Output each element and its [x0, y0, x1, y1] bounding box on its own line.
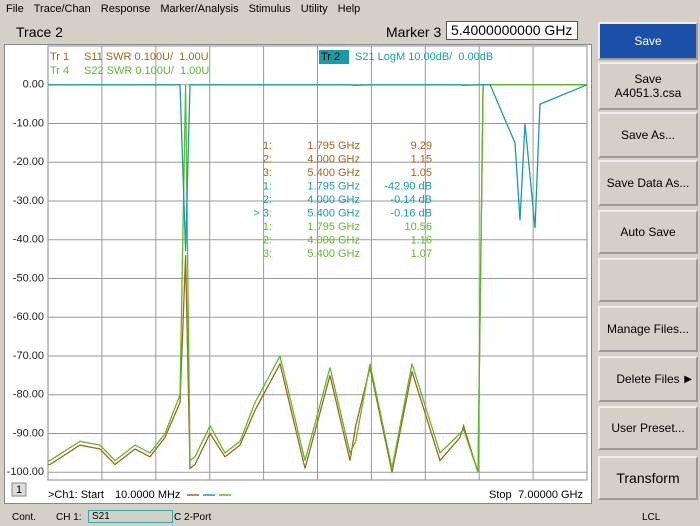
- marker-input[interactable]: 5.4000000000 GHz: [446, 21, 578, 40]
- softkey[interactable]: Save A4051.3.csa: [598, 62, 698, 110]
- status-item: S21: [88, 510, 173, 523]
- menu-bar: File Trace/Chan Response Marker/Analysis Sti…: [0, 0, 700, 18]
- status-item: LCL: [642, 512, 661, 523]
- trace-desc: S21 LogM 10.00dB/ 0.00dB: [355, 51, 493, 63]
- chart: 0.00 -10.00 -20.00 -30.00 -40.00 -50.00 -60.00…: [7, 45, 588, 501]
- channel-number: 1: [16, 484, 22, 496]
- marker-value: 1.16: [411, 234, 432, 246]
- marker-freq: 1.795 GHz: [307, 221, 360, 233]
- trace-desc: S22 SWR 0.100U/ 1.00U: [84, 65, 209, 77]
- marker-value: 10.56: [404, 221, 432, 233]
- marker-value: 1.05: [411, 167, 432, 179]
- y-tick-label: -90.00: [13, 427, 44, 439]
- softkey-label: Manage Files...: [606, 322, 690, 336]
- marker-freq: 1.795 GHz: [307, 180, 360, 192]
- marker-freq: 4.000 GHz: [307, 153, 360, 165]
- marker-freq: 4.000 GHz: [307, 194, 360, 206]
- marker-freq: 4.000 GHz: [307, 234, 360, 246]
- softkey-label: A4051.3.csa: [614, 86, 682, 100]
- softkey-label: Save: [634, 34, 662, 48]
- y-tick-label: -70.00: [13, 350, 44, 362]
- menu-item[interactable]: Trace/Chan: [33, 3, 91, 15]
- status-item: Cont.: [12, 512, 36, 523]
- start-label: >Ch1: Start: [48, 489, 104, 501]
- trace-label: Tr 1 S11 SWR 0.100U/ 1.00U: [50, 51, 209, 63]
- y-tick-label: -80.00: [13, 389, 44, 401]
- marker-value: -42.90 dB: [384, 180, 432, 192]
- marker-value: -0.14 dB: [390, 194, 432, 206]
- menu-item[interactable]: Help: [337, 3, 361, 15]
- marker-value: 1.15: [411, 153, 432, 165]
- softkey-label: User Preset...: [611, 421, 685, 435]
- marker-id: 3:: [263, 167, 272, 179]
- trace-label: Tr 4 S22 SWR 0.100U/ 1.00U: [50, 65, 209, 77]
- softkey-label: Delete Files: [616, 372, 680, 386]
- stop-label: Stop: [489, 489, 512, 501]
- stop-value: 7.00000 GHz: [518, 489, 583, 501]
- y-tick-label: -60.00: [13, 311, 44, 323]
- softkey-label: Transform: [616, 470, 680, 486]
- submenu-arrow: ▶: [684, 373, 692, 385]
- marker-value: -0.16 dB: [390, 207, 432, 219]
- y-tick-label: -50.00: [13, 272, 44, 284]
- softkey[interactable]: Auto Save: [598, 210, 698, 254]
- softkey[interactable]: User Preset...: [598, 406, 698, 450]
- trace-id: Tr 2: [321, 51, 340, 63]
- marker-label: Marker 3: [386, 24, 442, 40]
- marker-id: 1:: [263, 140, 272, 152]
- softkey[interactable]: Save As...: [598, 112, 698, 158]
- trace-id: Tr 4: [50, 65, 69, 77]
- y-tick-label: -20.00: [13, 156, 44, 168]
- status-item: CH 1:: [56, 512, 82, 523]
- status-item: C 2-Port: [174, 512, 212, 523]
- menu-item[interactable]: Stimulus: [248, 3, 291, 15]
- plot-area: 0.00 -10.00 -20.00 -30.00 -40.00 -50.00 -60.00…: [4, 44, 592, 504]
- y-tick-label: -100.00: [7, 466, 44, 478]
- marker-freq: 5.400 GHz: [307, 248, 360, 260]
- marker-freq: 1.795 GHz: [307, 140, 360, 152]
- marker-id: 1:: [263, 221, 272, 233]
- trace-desc: S11 SWR 0.100U/ 1.00U: [84, 51, 209, 63]
- trace-line: [48, 84, 587, 473]
- trace-id: Tr 1: [50, 51, 69, 63]
- marker-value: 9.29: [411, 140, 432, 152]
- grid-frame: [47, 45, 588, 481]
- marker-id: 1:: [263, 180, 272, 192]
- softkey-label: Save: [634, 72, 662, 86]
- menu-item[interactable]: Utility: [300, 3, 328, 15]
- y-tick-label: 0.00: [23, 79, 44, 91]
- marker-id: > 3:: [253, 207, 272, 219]
- trace-label: Tr 2 S21 LogM 10.00dB/ 0.00dB: [319, 50, 493, 64]
- softkey-label: Auto Save: [620, 225, 676, 239]
- softkey[interactable]: [598, 258, 698, 302]
- channel-box: [11, 482, 27, 497]
- start-value: 10.0000 MHz: [115, 489, 180, 501]
- marker-value: 1.07: [411, 248, 432, 260]
- y-tick-label: -40.00: [13, 234, 44, 246]
- softkey[interactable]: Save: [598, 22, 698, 60]
- trace-id-box: [319, 50, 349, 64]
- softkey-label: Save Data As...: [606, 176, 690, 190]
- softkey[interactable]: Manage Files...: [598, 306, 698, 352]
- marker-freq: 5.400 GHz: [307, 207, 360, 219]
- marker-id: 2:: [263, 234, 272, 246]
- softkey-label: Save As...: [620, 128, 676, 142]
- trace-title: Trace 2: [16, 24, 63, 40]
- y-tick-label: -30.00: [13, 195, 44, 207]
- menu-item[interactable]: Marker/Analysis: [160, 3, 239, 15]
- menu-item[interactable]: File: [6, 3, 24, 15]
- y-tick-label: -10.00: [13, 117, 44, 129]
- marker-id: 3:: [263, 248, 272, 260]
- softkey[interactable]: Delete Files ▶: [598, 356, 698, 402]
- marker-id: 2:: [263, 194, 272, 206]
- marker-freq: 5.400 GHz: [307, 167, 360, 179]
- marker-id: 2:: [263, 153, 272, 165]
- menu-item[interactable]: Response: [100, 3, 151, 15]
- softkey[interactable]: Transform: [598, 456, 698, 500]
- status-bar: Cont. CH 1: S21 C 2-Port LCL: [0, 508, 700, 526]
- trace-line: [48, 84, 588, 252]
- softkey[interactable]: Save Data As...: [598, 160, 698, 206]
